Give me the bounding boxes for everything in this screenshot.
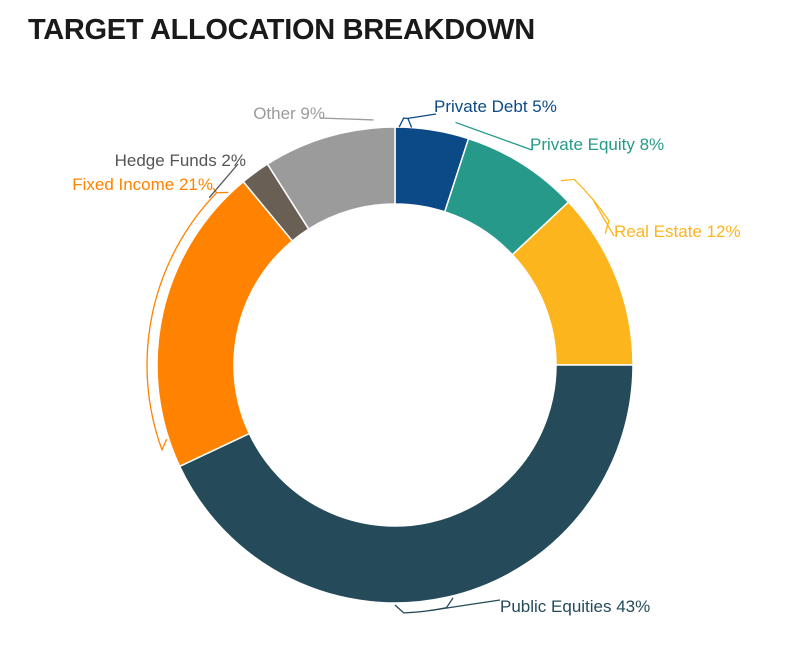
leader-line-other (319, 117, 374, 121)
leader-line-hedge-funds (208, 163, 239, 199)
leader-bracket-fixed-income (146, 191, 229, 452)
chart-title: TARGET ALLOCATION BREAKDOWN (28, 14, 535, 46)
leader-bracket-private-debt (398, 117, 413, 128)
label-hedge-funds: Hedge Funds 2% (115, 151, 246, 170)
slice-other[interactable] (266, 126, 396, 231)
slice-fixed-income[interactable] (156, 180, 294, 468)
leader-line-private-debt (407, 113, 437, 119)
label-public-equities: Public Equities 43% (500, 597, 650, 616)
slice-public-equities[interactable] (178, 364, 634, 604)
leader-line-private-equity (455, 121, 533, 151)
label-private-equity: Private Equity 8% (530, 135, 664, 154)
label-real-estate: Real Estate 12% (614, 222, 741, 241)
label-other: Other 9% (253, 104, 325, 123)
leader-line-real-estate (592, 198, 615, 237)
label-fixed-income: Fixed Income 21% (72, 175, 213, 194)
label-private-debt: Private Debt 5% (434, 97, 557, 116)
leader-line-public-equities (429, 599, 501, 612)
